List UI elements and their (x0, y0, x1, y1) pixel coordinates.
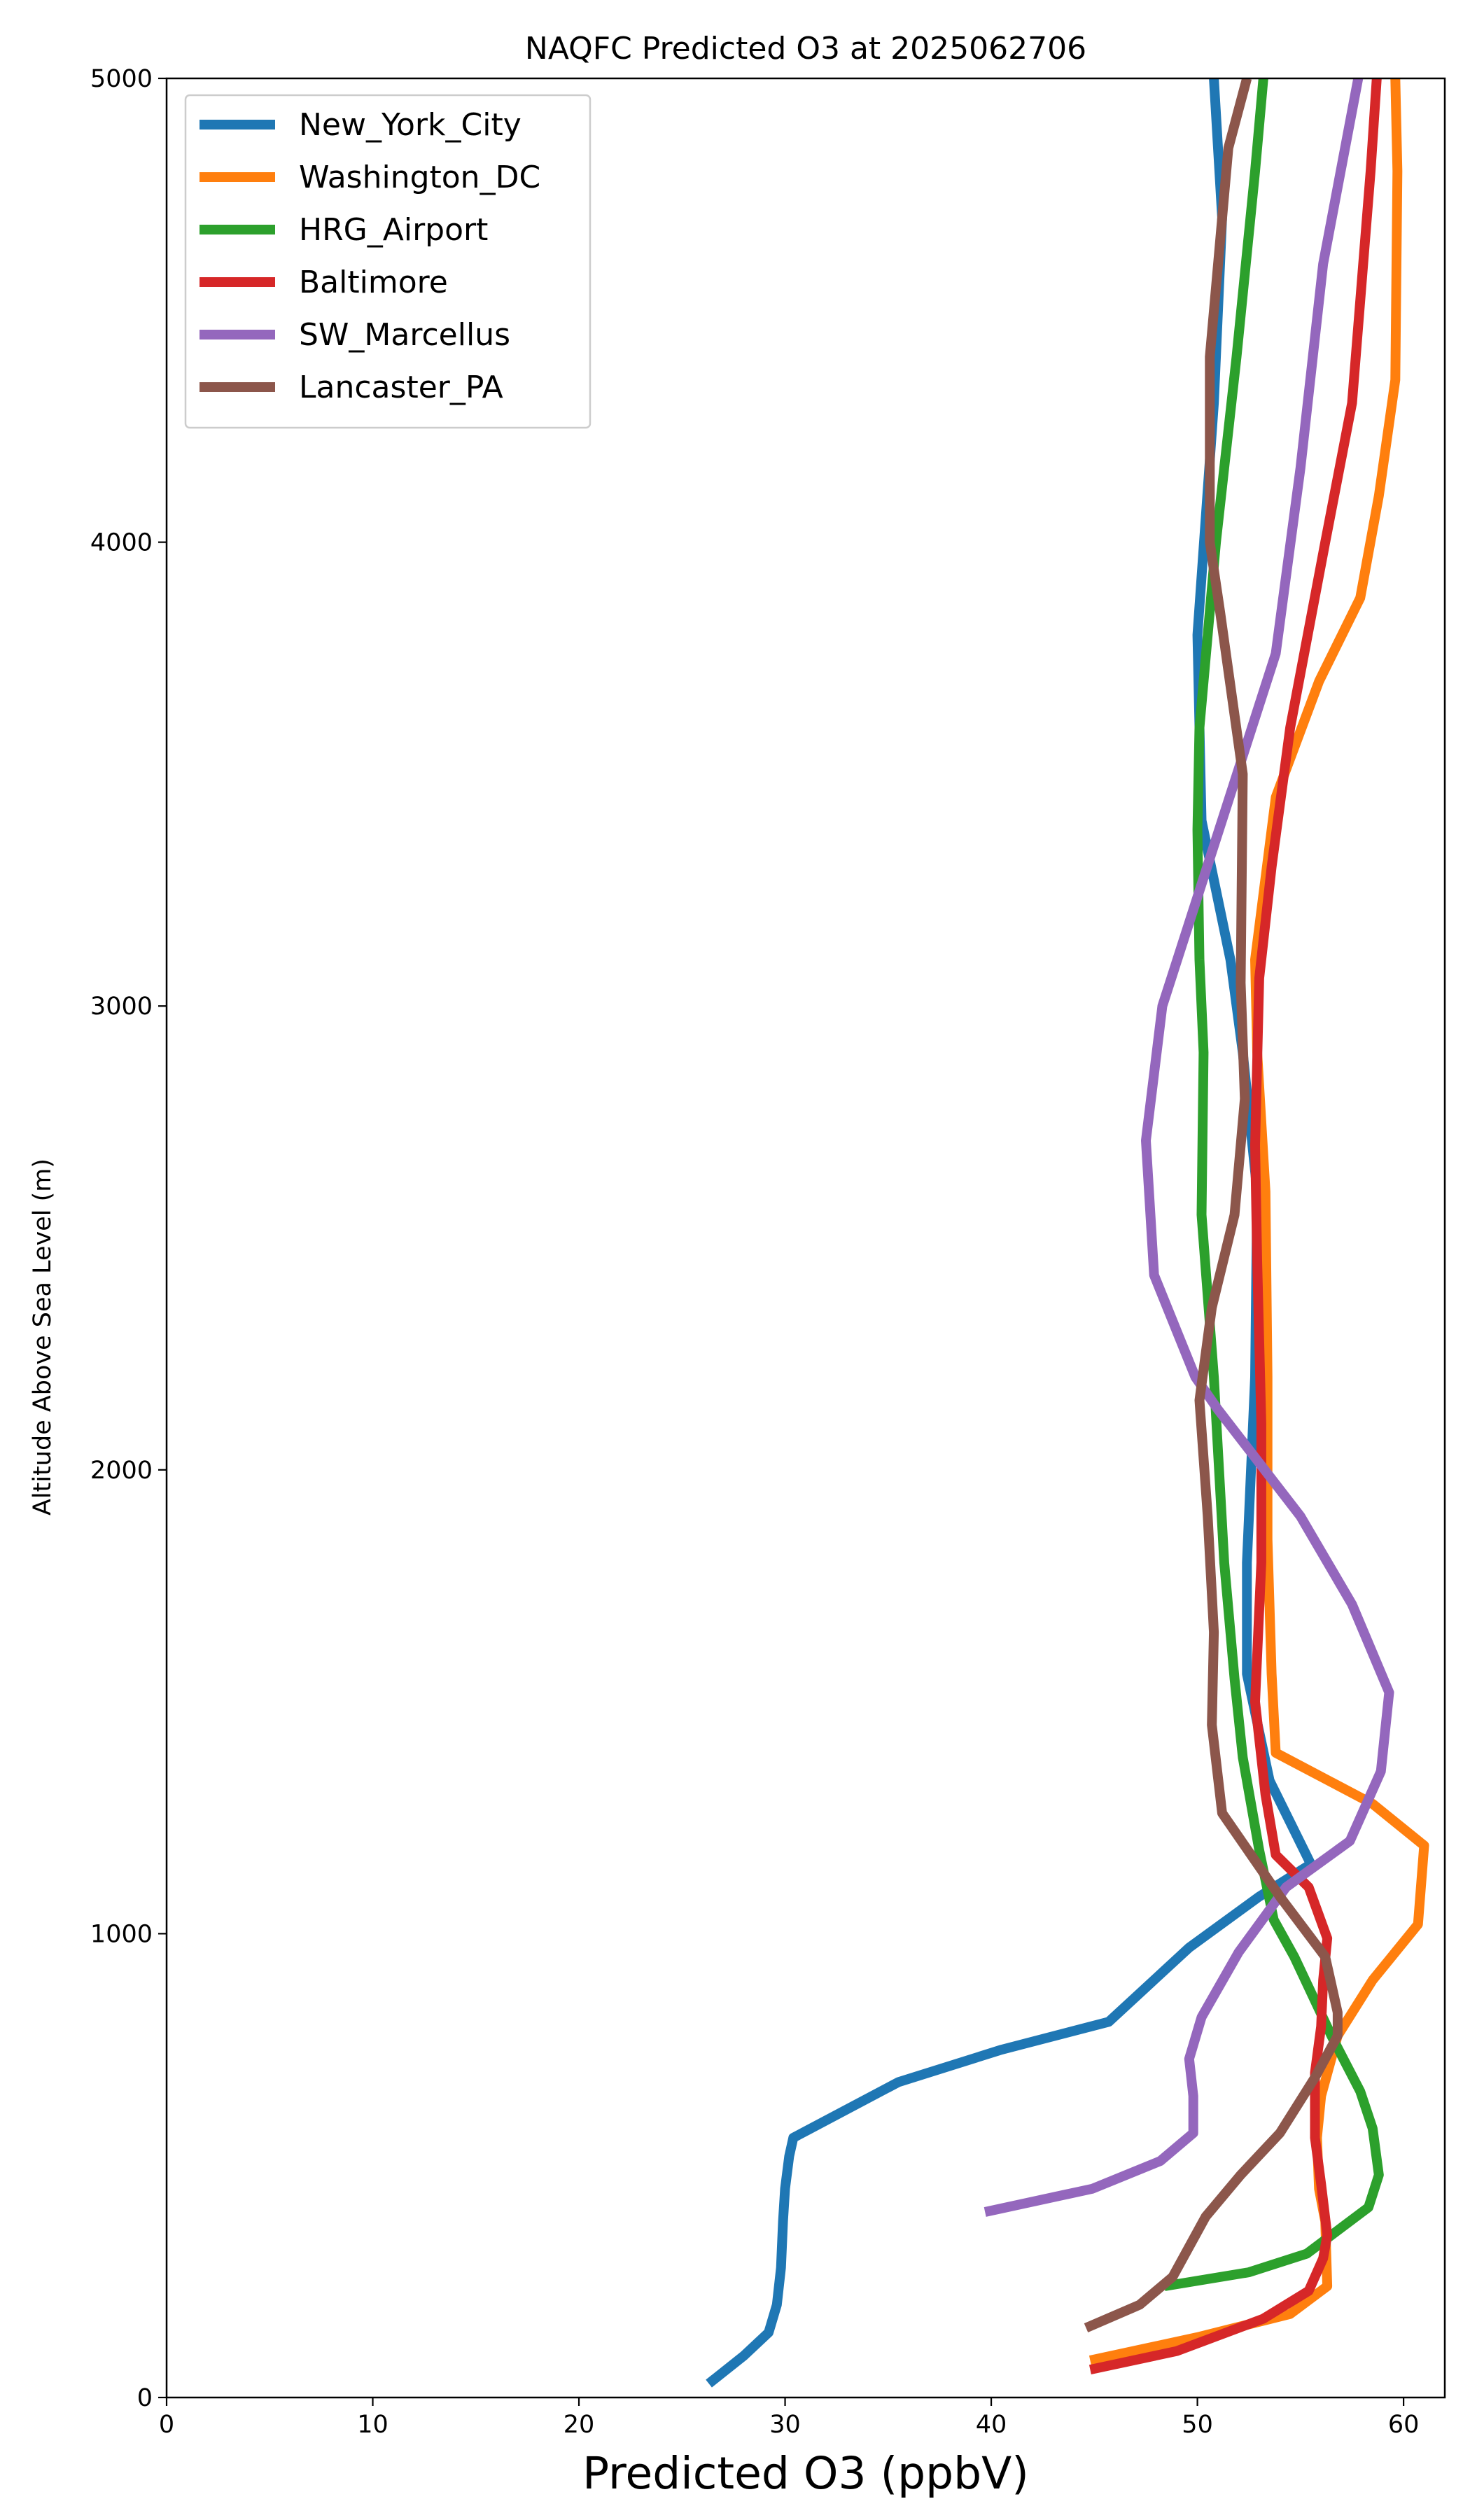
x-tick-label: 30 (769, 2411, 801, 2439)
plot-area-frame (165, 77, 1446, 2399)
x-tick-label: 0 (159, 2411, 174, 2439)
series-lines (706, 78, 1429, 2388)
legend-label-lancaster-pa: Lancaster_PA (299, 370, 503, 405)
y-tick-label: 1000 (90, 1920, 153, 1948)
y-tick-label: 5000 (90, 65, 153, 93)
x-tick-label: 40 (976, 2411, 1007, 2439)
y-tick-label: 3000 (90, 993, 153, 1021)
x-tick-label: 50 (1182, 2411, 1213, 2439)
x-tick-label: 20 (564, 2411, 595, 2439)
y-tick-label: 0 (137, 2384, 153, 2412)
y-tick-label: 4000 (90, 529, 153, 557)
series-line-baltimore (1088, 78, 1382, 2375)
x-tick-label: 10 (357, 2411, 388, 2439)
y-axis-label: Altitude Above Sea Level (m) (29, 1158, 57, 1516)
axis-ticks: 0 10 20 30 40 50 60 0 1000 2000 3000 4000 5000 (90, 65, 1419, 2439)
legend: New_York_City Washington_DC HRG_Airport Bal… (184, 94, 592, 429)
x-tick-label: 60 (1388, 2411, 1420, 2439)
x-axis-label: Predicted O3 (ppbV) (582, 2448, 1029, 2499)
legend-items: New_York_City Washington_DC HRG_Airport Bal… (200, 107, 540, 405)
chart-title: NAQFC Predicted O3 at 2025062706 (525, 31, 1086, 66)
series-line-hrg-airport (1163, 78, 1384, 2291)
legend-label-hrg-airport: HRG_Airport (299, 212, 488, 248)
legend-label-baltimore: Baltimore (299, 265, 448, 300)
legend-label-sw-marcellus: SW_Marcellus (299, 317, 510, 353)
legend-label-washington-dc: Washington_DC (299, 160, 540, 195)
legend-box (184, 94, 592, 429)
y-tick-label: 2000 (90, 1457, 153, 1485)
legend-label-new-york-city: New_York_City (299, 107, 522, 143)
series-line-lancaster-pa (1084, 78, 1343, 2333)
series-line-sw-marcellus (983, 78, 1394, 2217)
